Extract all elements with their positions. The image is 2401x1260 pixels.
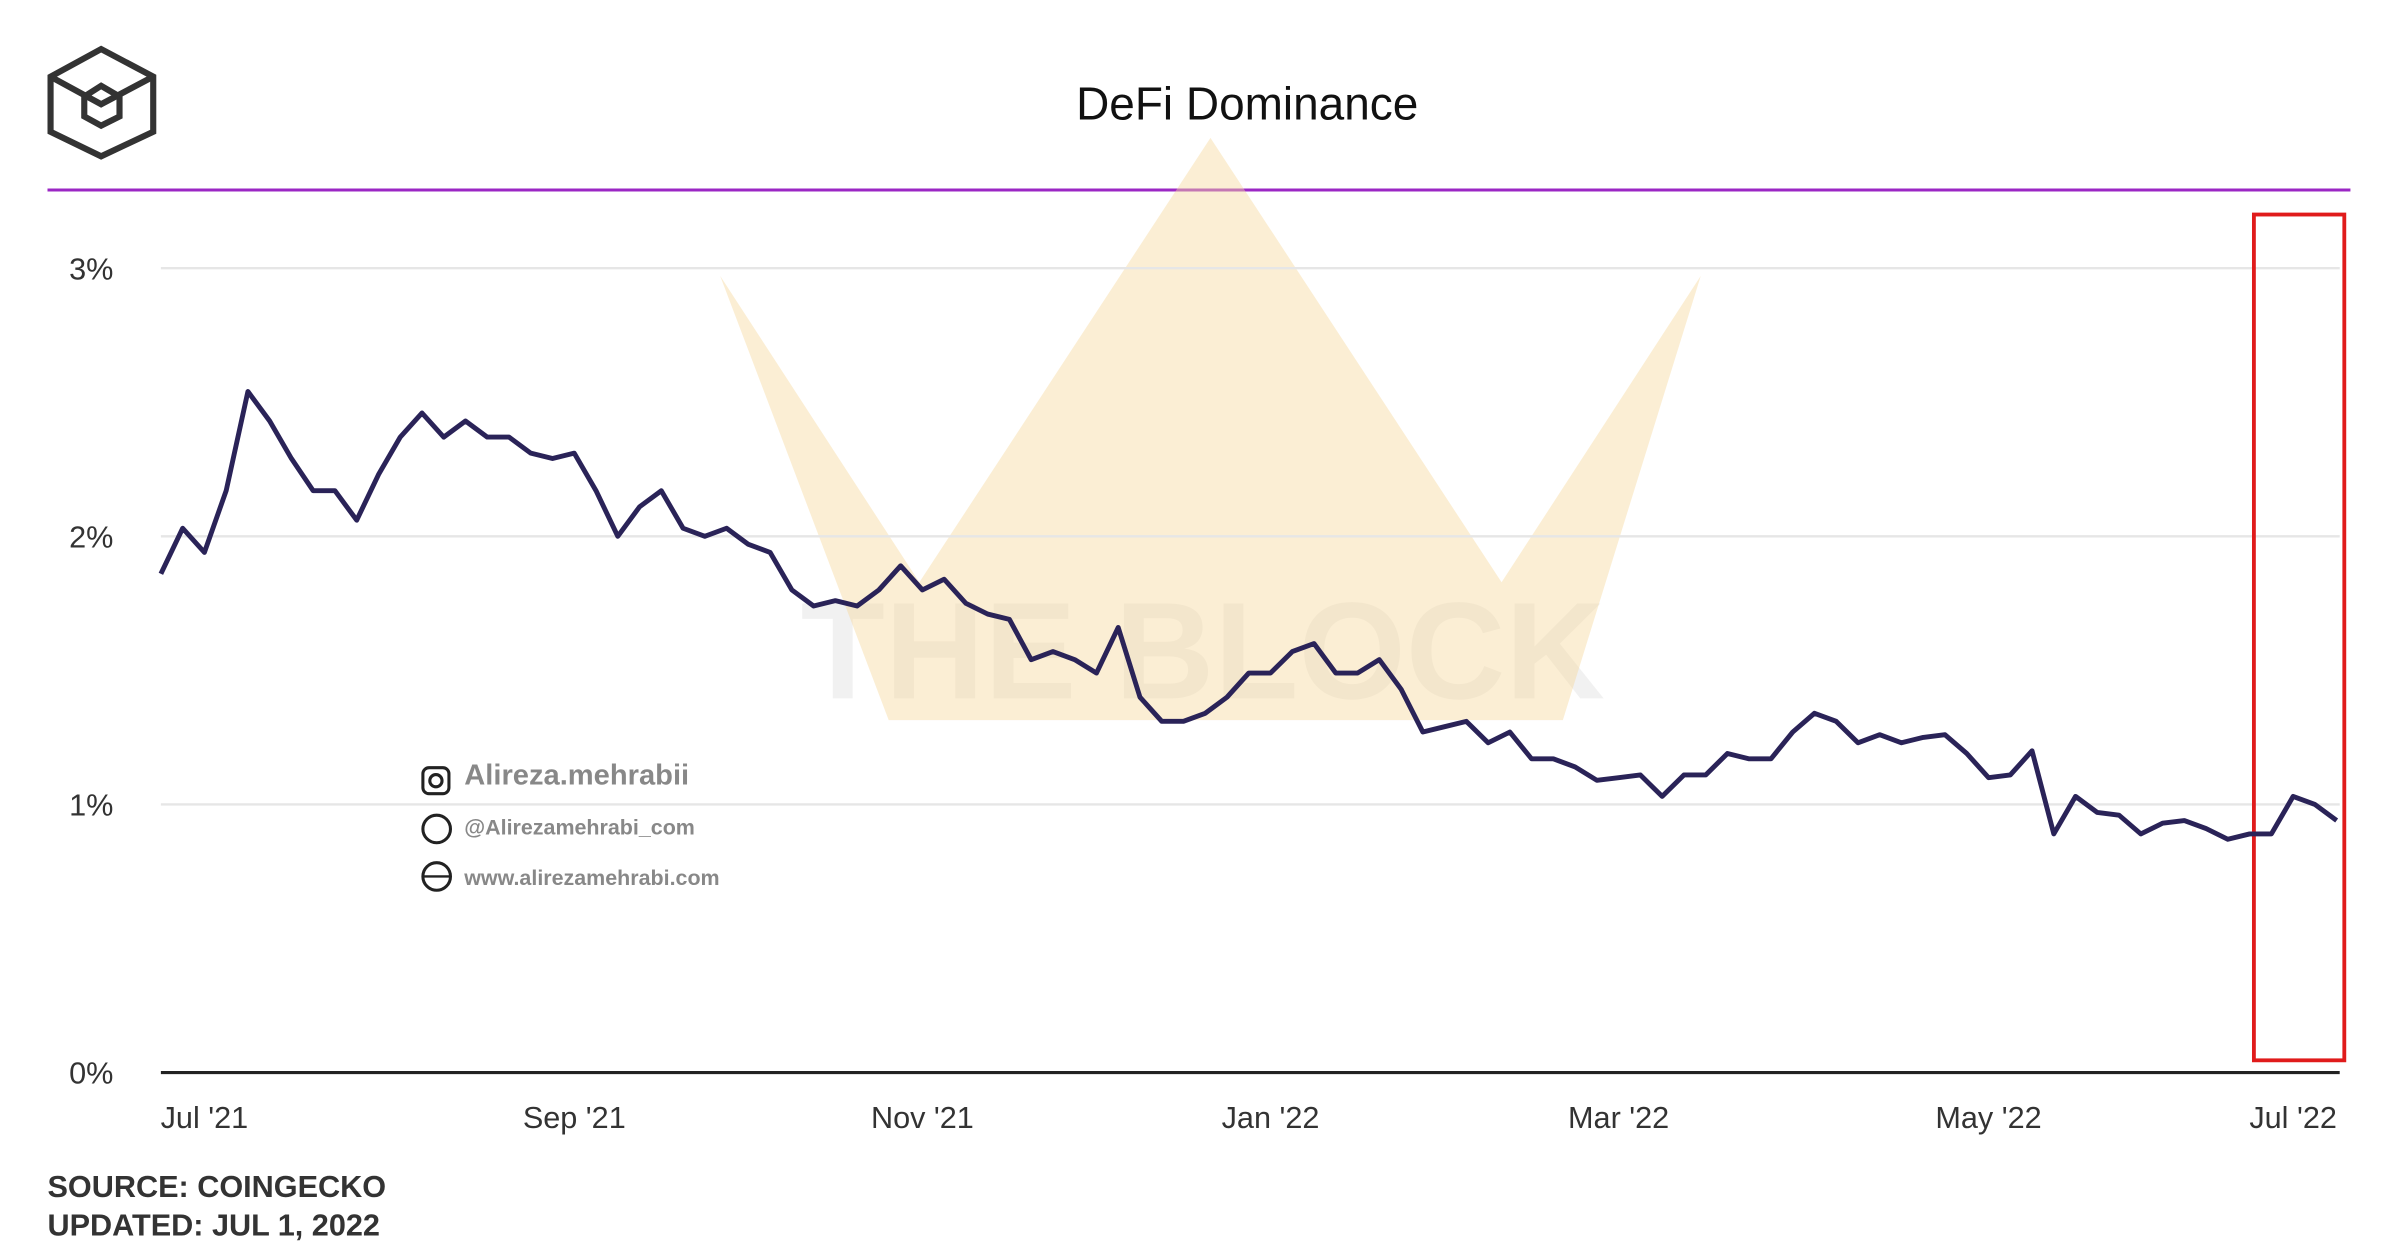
- highlight-box: [2251, 212, 2347, 1063]
- watermark: THE BLOCK: [801, 574, 1605, 728]
- data-line: [158, 389, 2339, 842]
- x-tick-label: Nov '21: [871, 1101, 974, 1135]
- x-tick-label: Jan '22: [1222, 1101, 1320, 1135]
- y-tick-label: 2%: [69, 520, 113, 554]
- instagram-icon-lens: [428, 773, 444, 789]
- x-tick-label: Mar '22: [1568, 1101, 1669, 1135]
- x-tick-label: Sep '21: [523, 1101, 626, 1135]
- y-tick-label: 3%: [69, 252, 113, 286]
- x-tick-label: Jul '22: [2249, 1101, 2337, 1135]
- logo: [47, 45, 157, 160]
- watermark-instagram: Alireza.mehrabii: [464, 760, 689, 792]
- instagram-icon: [421, 766, 451, 796]
- telegram-icon: [421, 813, 453, 845]
- grid: [160, 267, 2340, 1075]
- watermark-web: www.alirezamehrabi.com: [463, 866, 719, 890]
- watermark-telegram: @Alirezamehrabi_com: [464, 816, 695, 840]
- watermark-crown: [720, 137, 1701, 721]
- watermark-contacts: Alireza.mehrabii @Alirezamehrabi_com www…: [421, 760, 720, 892]
- chart-title: DeFi Dominance: [1076, 77, 1418, 129]
- updated-note: UPDATED: JUL 1, 2022: [47, 1208, 379, 1242]
- source-note: SOURCE: COINGECKO: [47, 1170, 386, 1204]
- y-tick-label: 1%: [69, 789, 113, 823]
- x-tick-label: Jul '21: [161, 1101, 249, 1135]
- y-tick-label: 0%: [69, 1057, 113, 1091]
- x-tick-label: May '22: [1935, 1101, 2041, 1135]
